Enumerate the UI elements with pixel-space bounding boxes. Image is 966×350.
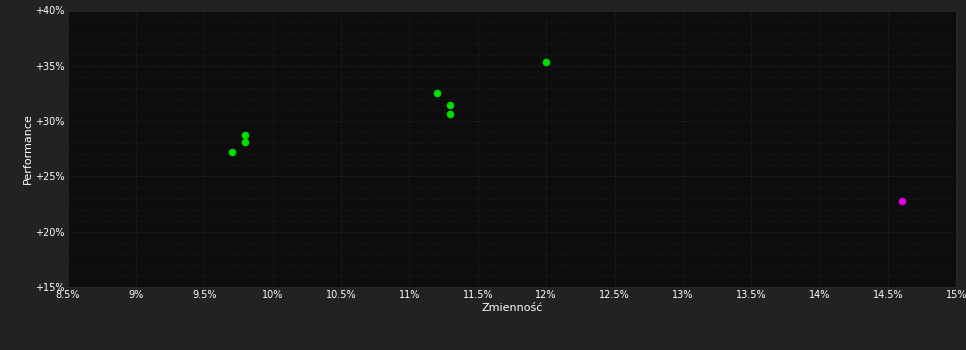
Point	[238, 133, 253, 138]
Point	[442, 112, 458, 117]
Point	[238, 139, 253, 145]
Point	[538, 60, 554, 65]
Point	[429, 91, 444, 96]
Y-axis label: Performance: Performance	[22, 113, 33, 184]
Point	[442, 102, 458, 107]
X-axis label: Zmienność: Zmienność	[481, 302, 543, 313]
Point	[894, 198, 909, 204]
Point	[224, 149, 240, 155]
